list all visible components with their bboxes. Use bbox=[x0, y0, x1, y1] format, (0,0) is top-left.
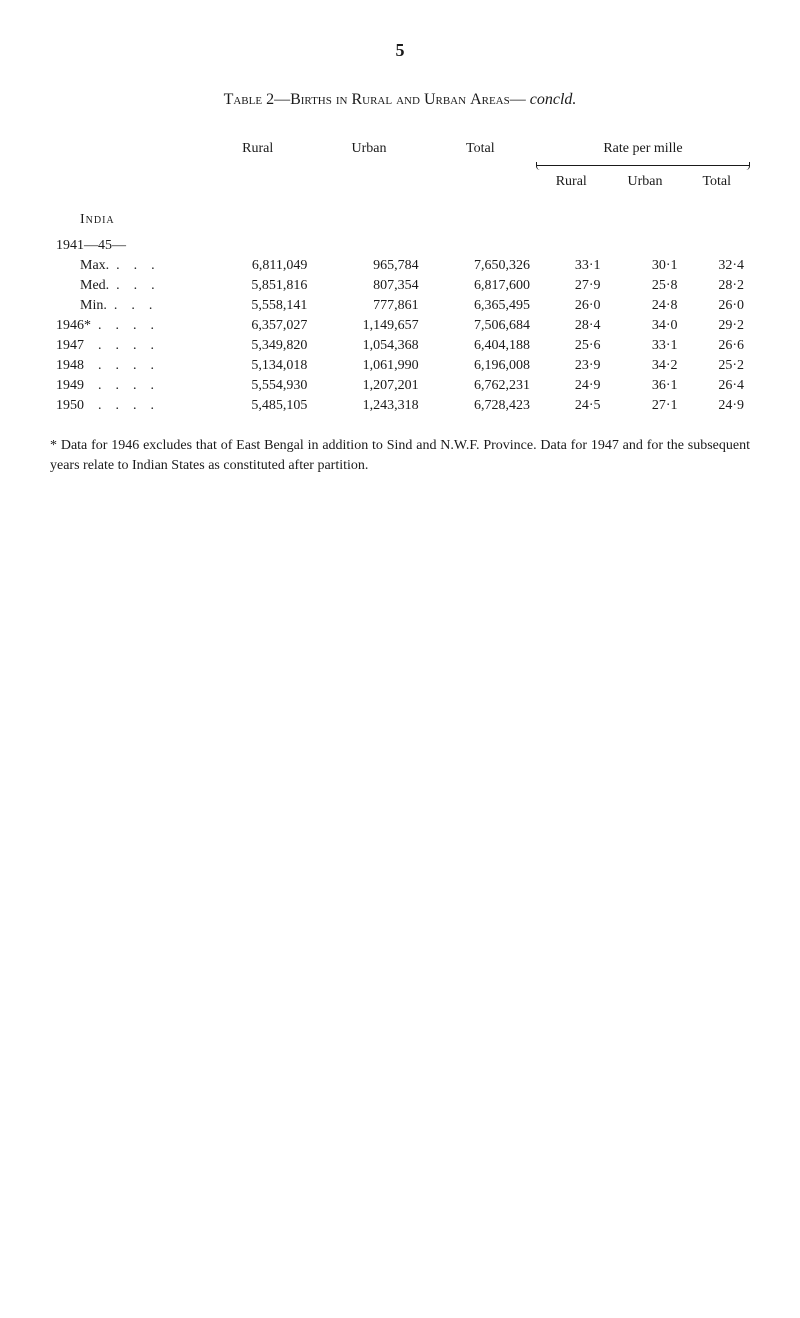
cell: 1,054,368 bbox=[313, 336, 424, 356]
row-label: Max. bbox=[80, 258, 109, 273]
cell: 26·0 bbox=[684, 296, 750, 316]
cell: 7,650,326 bbox=[425, 256, 536, 276]
cell: 807,354 bbox=[313, 276, 424, 296]
section-period: 1941—45— bbox=[50, 236, 750, 256]
cell: 34·0 bbox=[607, 316, 684, 336]
table-row: Min. . . . 5,558,141 777,861 6,365,495 2… bbox=[50, 296, 750, 316]
cell: 27·9 bbox=[536, 276, 607, 296]
row-label: 1946* bbox=[56, 318, 91, 333]
table-row: 1946* . . . . 6,357,027 1,149,657 7,506,… bbox=[50, 316, 750, 336]
title-rural-and: Rural and bbox=[351, 91, 419, 108]
row-label: 1950 bbox=[56, 398, 84, 413]
cell: 24·9 bbox=[536, 376, 607, 396]
row-label: Med. bbox=[80, 278, 109, 293]
row-label: 1947 bbox=[56, 338, 84, 353]
cell: 6,728,423 bbox=[425, 396, 536, 416]
cell: 1,149,657 bbox=[313, 316, 424, 336]
cell: 965,784 bbox=[313, 256, 424, 276]
row-label: 1948 bbox=[56, 358, 84, 373]
cell: 28·4 bbox=[536, 316, 607, 336]
cell: 26·0 bbox=[536, 296, 607, 316]
brace-icon bbox=[536, 165, 750, 172]
cell: 23·9 bbox=[536, 356, 607, 376]
table-row: 1949 . . . . 5,554,930 1,207,201 6,762,2… bbox=[50, 376, 750, 396]
cell: 5,851,816 bbox=[202, 276, 313, 296]
cell: 5,485,105 bbox=[202, 396, 313, 416]
cell: 36·1 bbox=[607, 376, 684, 396]
cell: 5,134,018 bbox=[202, 356, 313, 376]
title-table: Table bbox=[224, 91, 263, 108]
cell: 1,207,201 bbox=[313, 376, 424, 396]
brace-row bbox=[50, 165, 750, 172]
table-row: 1950 . . . . 5,485,105 1,243,318 6,728,4… bbox=[50, 396, 750, 416]
col-urban: Urban bbox=[313, 139, 424, 165]
cell: 6,762,231 bbox=[425, 376, 536, 396]
table-row: 1948 . . . . 5,134,018 1,061,990 6,196,0… bbox=[50, 356, 750, 376]
col-rural: Rural bbox=[202, 139, 313, 165]
cell: 6,817,600 bbox=[425, 276, 536, 296]
col-rate-rural: Rural bbox=[536, 172, 607, 202]
cell: 6,196,008 bbox=[425, 356, 536, 376]
cell: 33·1 bbox=[536, 256, 607, 276]
cell: 25·2 bbox=[684, 356, 750, 376]
title-areas: Areas bbox=[470, 91, 510, 108]
title-births: Births in bbox=[290, 91, 347, 108]
row-label: 1949 bbox=[56, 378, 84, 393]
cell: 7,506,684 bbox=[425, 316, 536, 336]
header-row-1: Rural Urban Total Rate per mille bbox=[50, 139, 750, 165]
cell: 24·8 bbox=[607, 296, 684, 316]
cell: 24·9 bbox=[684, 396, 750, 416]
table-row: 1947 . . . . 5,349,820 1,054,368 6,404,1… bbox=[50, 336, 750, 356]
title-num: 2 bbox=[266, 91, 274, 108]
cell: 5,554,930 bbox=[202, 376, 313, 396]
cell: 30·1 bbox=[607, 256, 684, 276]
table-row: Max. . . . 6,811,049 965,784 7,650,326 3… bbox=[50, 256, 750, 276]
cell: 6,357,027 bbox=[202, 316, 313, 336]
births-table: Rural Urban Total Rate per mille Rural U… bbox=[50, 139, 750, 416]
cell: 6,811,049 bbox=[202, 256, 313, 276]
col-rate-total: Total bbox=[684, 172, 750, 202]
table-row: Med. . . . 5,851,816 807,354 6,817,600 2… bbox=[50, 276, 750, 296]
cell: 29·2 bbox=[684, 316, 750, 336]
period-label: 1941—45— bbox=[50, 236, 202, 256]
page-number: 5 bbox=[50, 40, 750, 61]
cell: 25·6 bbox=[536, 336, 607, 356]
cell: 33·1 bbox=[607, 336, 684, 356]
cell: 5,349,820 bbox=[202, 336, 313, 356]
header-row-2: Rural Urban Total bbox=[50, 172, 750, 202]
cell: 32·4 bbox=[684, 256, 750, 276]
col-rate-per-mille: Rate per mille bbox=[536, 139, 750, 165]
cell: 26·6 bbox=[684, 336, 750, 356]
cell: 34·2 bbox=[607, 356, 684, 376]
india-label: India bbox=[80, 212, 115, 227]
section-india: India bbox=[50, 202, 750, 236]
title-concld: concld. bbox=[530, 91, 577, 108]
cell: 6,404,188 bbox=[425, 336, 536, 356]
cell: 5,558,141 bbox=[202, 296, 313, 316]
cell: 1,061,990 bbox=[313, 356, 424, 376]
table-title: Table 2—Births in Rural and Urban Areas—… bbox=[50, 91, 750, 109]
cell: 25·8 bbox=[607, 276, 684, 296]
title-urban: Urban bbox=[424, 91, 466, 108]
cell: 777,861 bbox=[313, 296, 424, 316]
cell: 1,243,318 bbox=[313, 396, 424, 416]
cell: 28·2 bbox=[684, 276, 750, 296]
cell: 24·5 bbox=[536, 396, 607, 416]
col-total: Total bbox=[425, 139, 536, 165]
cell: 26·4 bbox=[684, 376, 750, 396]
cell: 6,365,495 bbox=[425, 296, 536, 316]
row-label: Min. bbox=[80, 298, 107, 313]
cell: 27·1 bbox=[607, 396, 684, 416]
col-rate-urban: Urban bbox=[607, 172, 684, 202]
footnote: * Data for 1946 excludes that of East Be… bbox=[50, 436, 750, 475]
